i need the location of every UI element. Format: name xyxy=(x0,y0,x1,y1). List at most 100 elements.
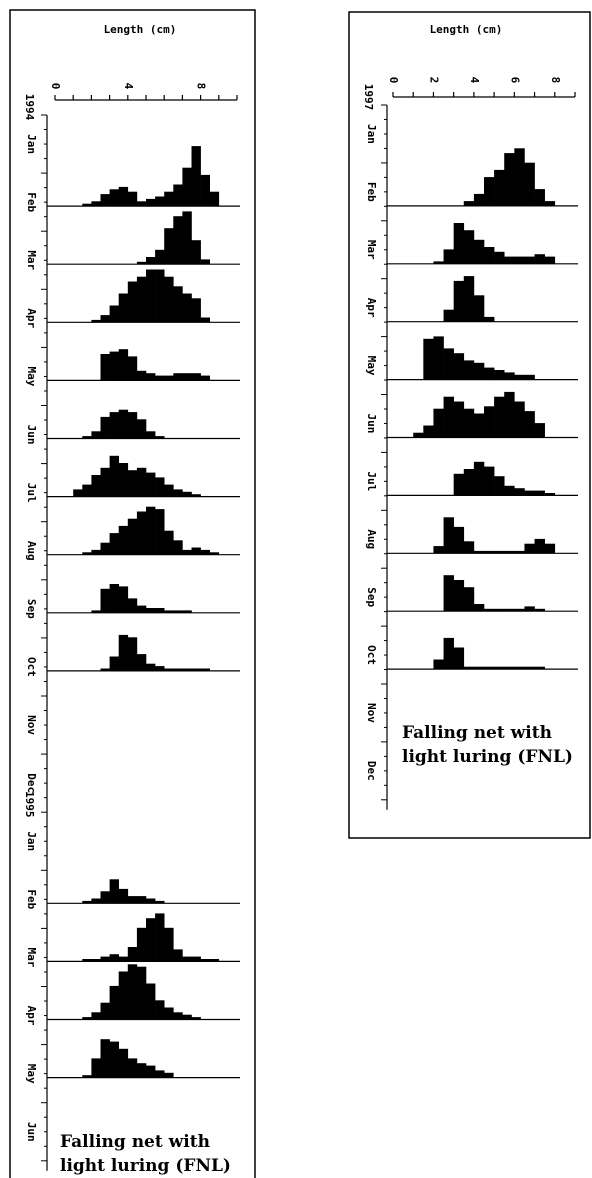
histogram-bar xyxy=(118,409,129,439)
histogram-bar xyxy=(127,637,138,671)
month-histogram xyxy=(47,584,240,614)
year-label: 1994 xyxy=(23,94,36,121)
histogram-bar xyxy=(155,509,165,555)
month-label: Jul xyxy=(365,471,378,491)
x-tick-label: 6 xyxy=(508,77,521,84)
month-histogram xyxy=(387,461,578,496)
histogram-bar xyxy=(100,588,110,613)
histogram-bar xyxy=(127,1058,138,1078)
histogram-bar xyxy=(136,966,147,1020)
month-label: May xyxy=(365,356,378,376)
month-histogram xyxy=(47,409,240,440)
histogram-bar xyxy=(164,610,174,613)
histogram-bar xyxy=(524,256,535,264)
histogram-bar xyxy=(109,455,119,497)
histogram-bar xyxy=(91,319,101,323)
histogram-bar xyxy=(494,476,505,496)
histogram-bar xyxy=(473,295,485,322)
histogram-bar xyxy=(136,201,147,207)
histogram-bar xyxy=(155,608,165,613)
month-histogram xyxy=(47,349,240,381)
histogram-bar xyxy=(118,1048,129,1078)
histogram-bar xyxy=(504,666,515,670)
panel-frame xyxy=(9,9,256,1178)
histogram-bar xyxy=(173,949,183,962)
histogram-bar xyxy=(514,374,525,380)
x-tick-label: 4 xyxy=(468,77,481,84)
histogram-bar xyxy=(173,610,183,613)
histogram-bar xyxy=(118,956,129,962)
month-label: May xyxy=(25,1064,38,1084)
histogram-bar xyxy=(504,391,515,438)
histogram-bar xyxy=(200,375,210,381)
histogram-bar xyxy=(118,525,129,555)
histogram-bar xyxy=(423,425,434,438)
histogram-bar xyxy=(155,477,165,497)
histogram-bar xyxy=(504,550,515,554)
month-label: Dec xyxy=(25,773,38,793)
caption-line-2: light luring (FNL) xyxy=(60,1156,231,1176)
histogram-bar xyxy=(514,608,525,612)
month-label: Jul xyxy=(25,483,38,503)
histogram-bar xyxy=(118,293,129,323)
histogram-bar xyxy=(127,412,138,439)
histogram-bar xyxy=(524,162,535,206)
histogram-bar xyxy=(146,983,156,1020)
histogram-bar xyxy=(200,174,210,207)
histogram-bar xyxy=(164,668,174,671)
month-label: Dec xyxy=(365,761,378,781)
histogram-bar xyxy=(146,918,156,962)
histogram-bar xyxy=(136,896,147,904)
histogram-bar xyxy=(146,506,156,555)
month-label: Feb xyxy=(25,889,38,909)
histogram-bar xyxy=(146,198,156,207)
histogram-bar xyxy=(433,336,444,380)
histogram-bar xyxy=(544,543,556,554)
histogram-bar xyxy=(443,517,454,554)
histogram-bar xyxy=(514,550,525,554)
histogram-bar xyxy=(534,189,545,206)
month-label: Feb xyxy=(25,192,38,212)
histogram-bar xyxy=(118,634,129,671)
histogram-bar xyxy=(473,550,485,554)
histogram-bar xyxy=(118,586,129,613)
histogram-bar xyxy=(91,201,101,207)
histogram-bar xyxy=(463,541,475,554)
histogram-bar xyxy=(182,668,192,671)
histogram-bar xyxy=(136,261,147,265)
histogram-bar xyxy=(118,971,129,1020)
month-label: Jun xyxy=(25,1122,38,1142)
histogram-bar xyxy=(155,913,165,962)
histogram-bar xyxy=(443,575,454,612)
histogram-bar xyxy=(146,269,156,323)
histogram-bar xyxy=(514,148,525,206)
histogram-bar xyxy=(443,637,454,670)
month-label: Nov xyxy=(25,715,38,735)
histogram-bar xyxy=(109,412,119,439)
histogram-bar xyxy=(136,654,147,671)
histogram-bar xyxy=(433,261,444,264)
histogram-bar xyxy=(109,1041,119,1078)
histogram-bar xyxy=(191,373,201,381)
histogram-bar xyxy=(146,373,156,381)
histogram-bar xyxy=(524,411,535,438)
x-tick-label: 8 xyxy=(195,83,208,90)
histogram-bar xyxy=(164,927,174,962)
histogram-bar xyxy=(82,1017,92,1020)
histogram-bar xyxy=(524,490,535,496)
histogram-bar xyxy=(146,431,156,439)
histogram-bar xyxy=(91,1058,101,1078)
month-histogram xyxy=(47,634,240,672)
histogram-bar xyxy=(504,153,515,206)
caption-line-1: Falling net with xyxy=(402,723,552,743)
histogram-bar xyxy=(127,964,138,1020)
histogram-bar xyxy=(182,211,192,265)
histogram-bar xyxy=(136,370,147,381)
histogram-bar xyxy=(463,469,475,496)
histogram-bar xyxy=(109,189,119,207)
histogram-bar xyxy=(164,530,174,555)
histogram-bar xyxy=(100,1002,110,1020)
histogram-bar xyxy=(182,1014,192,1020)
histogram-bar xyxy=(423,338,434,380)
histogram-bar xyxy=(534,666,545,670)
